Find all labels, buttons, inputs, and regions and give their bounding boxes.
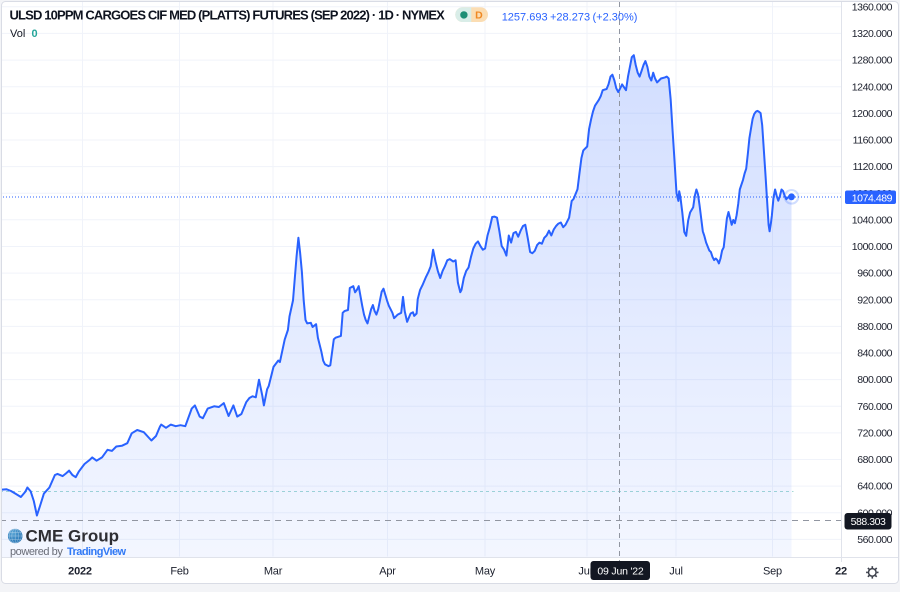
svg-text:22: 22 <box>835 566 847 578</box>
svg-text:09 Jun '22: 09 Jun '22 <box>597 565 643 577</box>
svg-text:840.000: 840.000 <box>857 348 892 360</box>
svg-text:1040.000: 1040.000 <box>852 214 893 226</box>
svg-text:1240.000: 1240.000 <box>852 81 893 93</box>
svg-text:1074.489: 1074.489 <box>852 192 893 204</box>
svg-text:680.000: 680.000 <box>857 454 892 466</box>
svg-text:0: 0 <box>32 28 38 40</box>
svg-text:powered by: powered by <box>10 546 63 558</box>
svg-text:Apr: Apr <box>379 566 396 578</box>
svg-text:May: May <box>475 566 496 578</box>
svg-text:1000.000: 1000.000 <box>852 241 893 253</box>
svg-text:1120.000: 1120.000 <box>853 161 893 173</box>
svg-text:Sep: Sep <box>763 566 782 578</box>
svg-text:1257.693+28.273(+2.30%): 1257.693 +28.273 (+2.30%) <box>502 11 638 23</box>
svg-text:Feb: Feb <box>170 566 188 578</box>
svg-text:880.000: 880.000 <box>857 321 892 333</box>
svg-text:560.000: 560.000 <box>857 534 892 546</box>
svg-text:Jul: Jul <box>669 566 682 578</box>
svg-text:1200.000: 1200.000 <box>852 108 893 120</box>
svg-text:2022: 2022 <box>68 566 92 578</box>
svg-text:640.000: 640.000 <box>857 481 892 493</box>
svg-text:Vol: Vol <box>10 28 25 40</box>
svg-text:720.000: 720.000 <box>857 428 892 440</box>
svg-text:CME Group: CME Group <box>26 527 120 546</box>
svg-text:D: D <box>475 10 483 22</box>
svg-text:Mar: Mar <box>264 566 283 578</box>
svg-text:TradingView: TradingView <box>67 546 127 558</box>
svg-text:760.000: 760.000 <box>857 401 892 413</box>
svg-text:588.303: 588.303 <box>851 516 886 528</box>
svg-text:1360.000: 1360.000 <box>852 1 893 13</box>
svg-text:960.000: 960.000 <box>857 268 892 280</box>
svg-text:920.000: 920.000 <box>857 294 892 306</box>
svg-text:1320.000: 1320.000 <box>852 28 893 40</box>
svg-text:800.000: 800.000 <box>857 374 892 386</box>
svg-text:1160.000: 1160.000 <box>853 135 893 147</box>
svg-text:ULSD 10PPM CARGOES CIF MED (PL: ULSD 10PPM CARGOES CIF MED (PLATTS) FUTU… <box>10 8 446 23</box>
svg-text:1280.000: 1280.000 <box>852 55 893 67</box>
